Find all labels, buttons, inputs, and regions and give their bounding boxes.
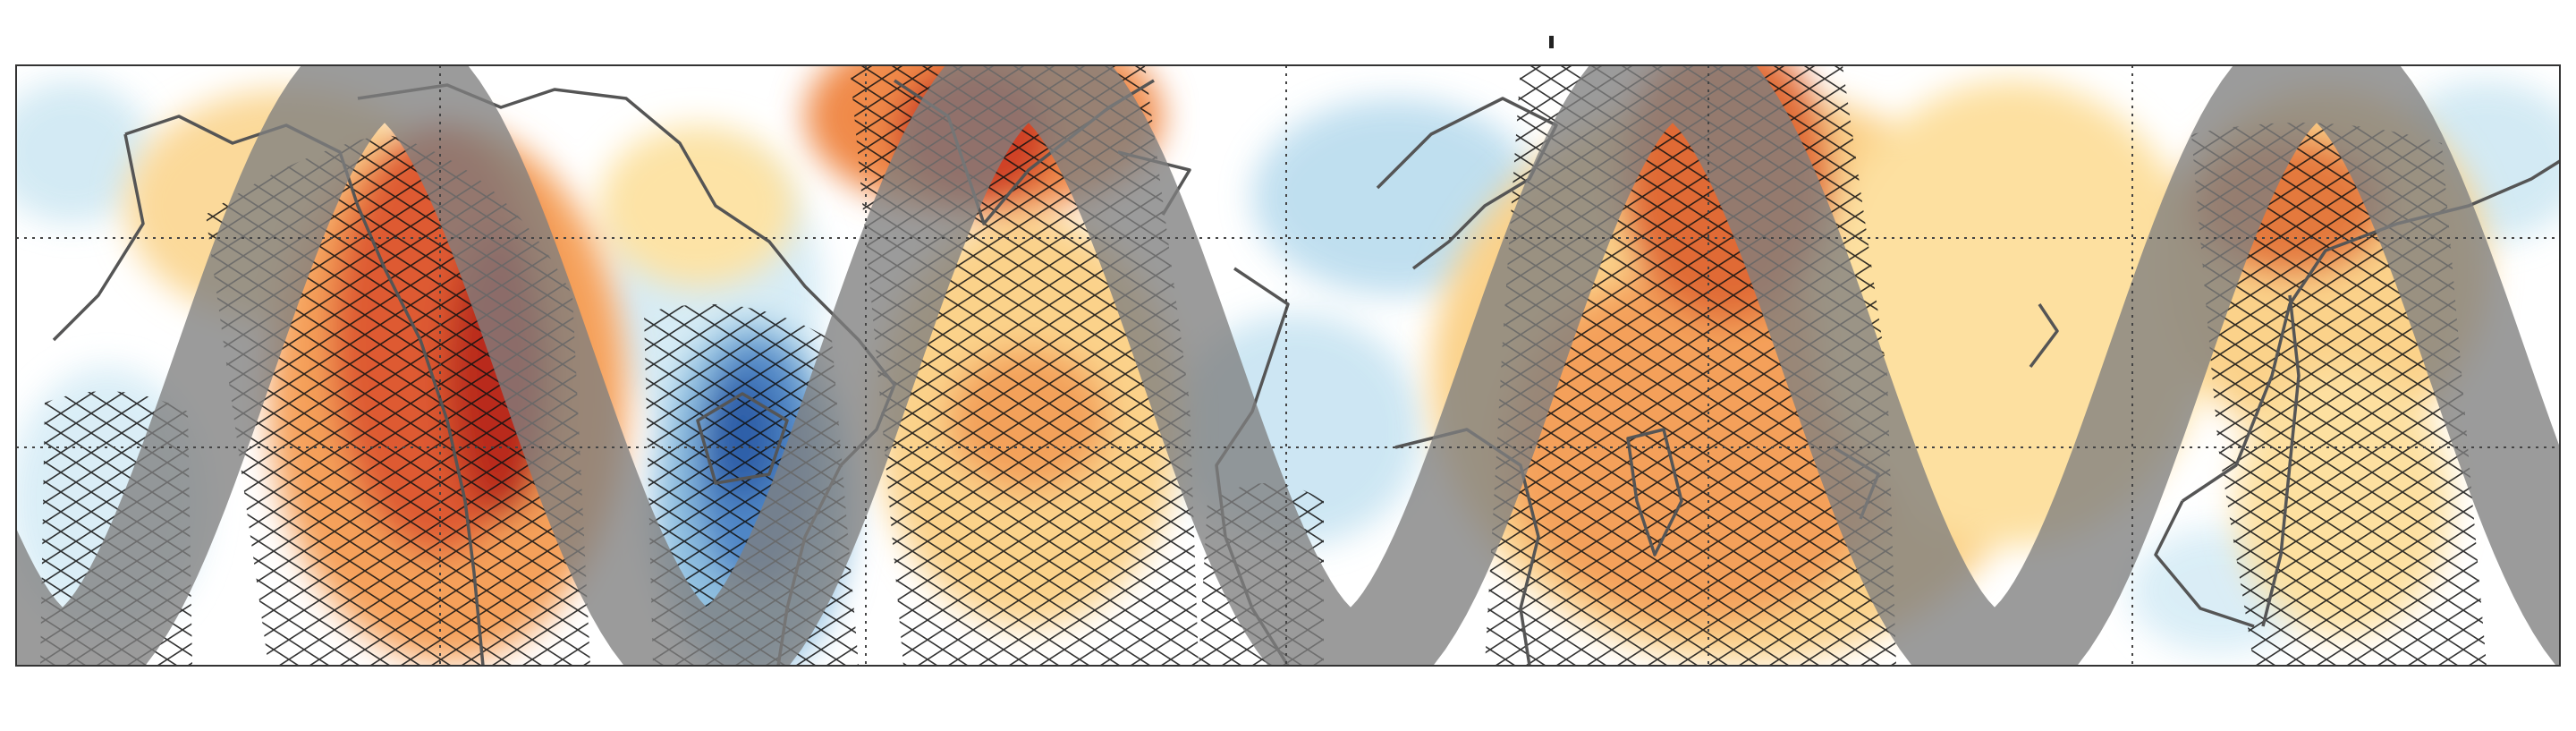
map-frame (15, 64, 2561, 667)
title-fragment (1549, 36, 1554, 48)
map-area (16, 65, 2560, 666)
cool-patch (16, 81, 152, 224)
coastline (52, 133, 145, 342)
coastline (2154, 500, 2255, 628)
coastline (2029, 303, 2059, 369)
warm-patch (599, 125, 796, 286)
coastline (2182, 159, 2560, 503)
wave-layer (16, 65, 2560, 666)
graticule (16, 65, 2560, 666)
coastline (2261, 294, 2301, 627)
coastline (696, 392, 789, 485)
coastline (1626, 428, 1683, 557)
wave-band (16, 65, 2560, 666)
